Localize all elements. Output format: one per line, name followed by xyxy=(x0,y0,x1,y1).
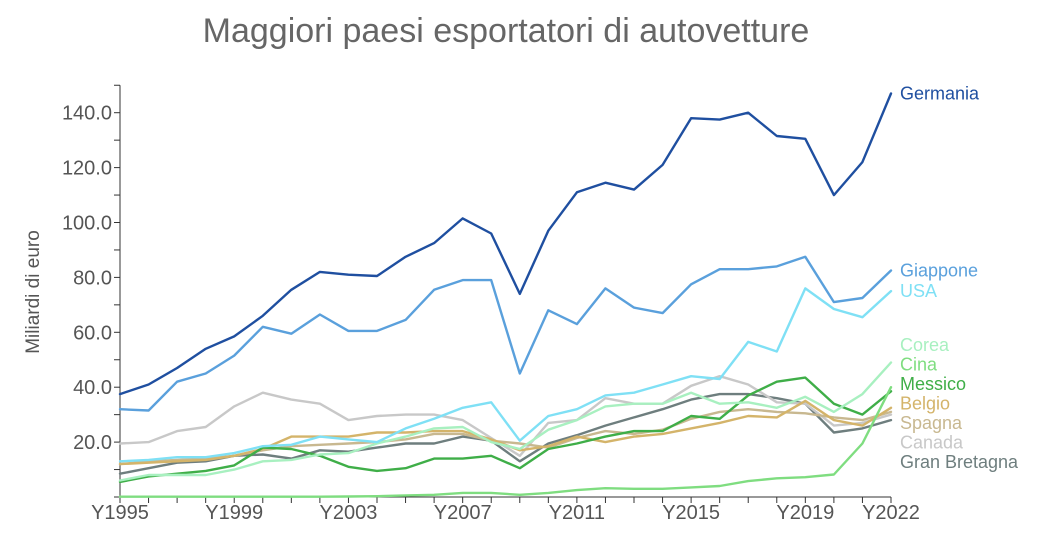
x-tick-label: Y2003 xyxy=(320,502,378,524)
series-line-usa xyxy=(118,287,893,463)
y-tick-label: 40.0 xyxy=(73,377,112,399)
series-line-messico xyxy=(118,376,893,484)
series-label-canada: Canada xyxy=(900,433,964,453)
series-line-giappone xyxy=(118,255,893,412)
x-tick-label: Y2015 xyxy=(662,502,720,524)
series-label-gran-bretagna: Gran Bretagna xyxy=(900,452,1019,472)
series-label-germania: Germania xyxy=(900,83,980,103)
series-lines xyxy=(118,92,893,498)
series-line-canada xyxy=(118,375,893,457)
x-tick-label: Y2007 xyxy=(434,502,492,524)
x-tick-label: Y2011 xyxy=(549,502,605,524)
series-line-cina xyxy=(118,386,893,498)
series-label-cina: Cina xyxy=(900,355,938,375)
x-tick-label: Y2019 xyxy=(776,502,834,524)
y-axis-label: Miliardi di euro xyxy=(23,230,44,354)
series-line-belgio xyxy=(118,399,893,466)
y-tick-label: 60.0 xyxy=(73,322,112,344)
x-tick-label: Y1995 xyxy=(91,502,149,524)
y-tick-label: 20.0 xyxy=(73,432,112,454)
series-label-messico: Messico xyxy=(900,374,966,394)
series-label-spagna: Spagna xyxy=(900,413,963,433)
series-label-giappone: Giappone xyxy=(900,261,978,281)
chart-title: Maggiori paesi esportatori di autovettur… xyxy=(203,12,810,50)
y-tick-label: 80.0 xyxy=(73,267,112,289)
y-tick-label: 140.0 xyxy=(62,103,112,125)
x-tick-label: Y2022 xyxy=(862,502,920,524)
series-label-corea: Corea xyxy=(900,335,950,355)
series-line-corea xyxy=(118,361,893,482)
x-tick-label: Y1999 xyxy=(205,502,263,524)
y-tick-label: 100.0 xyxy=(62,213,112,235)
series-label-usa: USA xyxy=(900,281,937,301)
y-tick-label: 120.0 xyxy=(62,158,112,180)
series-line-germania xyxy=(118,92,893,396)
axes: 20.0 40.0 60.0 80.0 100.0 120.0 140.0 Y1995 Y199… xyxy=(62,84,920,524)
series-label-belgio: Belgio xyxy=(900,394,950,414)
